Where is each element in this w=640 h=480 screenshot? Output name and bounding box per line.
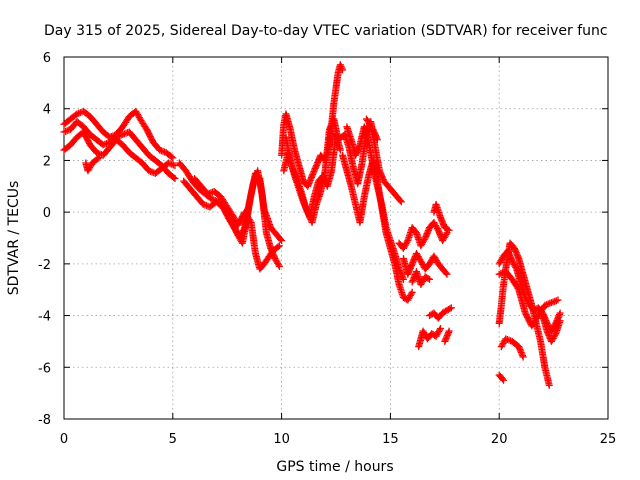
data-point-0-1801 [498,375,506,383]
data-point-0-1427 [407,290,415,298]
data-point-0-1797 [445,327,453,335]
data-point-0-598 [275,262,283,270]
data-point-0-1252 [397,198,405,206]
x-tick-label-0: 0 [60,432,68,447]
data-point-0-442 [278,237,286,245]
data-series-sdtvar [60,61,564,389]
y-axis-title: SDTVAR / TECUs [6,181,22,296]
data-point-0-1631 [442,269,450,277]
data-point-0-1771 [436,325,444,332]
data-point-0-1941 [545,381,553,389]
data-point-0-94 [169,154,177,162]
data-point-0-1632 [443,270,451,278]
data-point-0-441 [277,235,285,243]
data-point-0-93 [167,153,175,161]
data-point-0-290 [94,155,102,163]
data-point-0-1641 [403,238,411,246]
data-point-0-654 [246,217,254,225]
x-tick-label-25: 25 [600,432,617,447]
y-tick-label--2: -2 [38,258,51,273]
x-tick-label-5: 5 [169,432,177,447]
data-point-0-2085 [554,296,562,304]
x-tick-label-20: 20 [491,432,508,447]
y-tick-label-6: 6 [43,51,51,66]
data-point-0-1666 [420,236,428,244]
data-point-0-1770 [436,326,444,334]
data-point-0-1251 [396,197,404,205]
y-tick-label--6: -6 [38,361,51,376]
data-point-0-1742 [444,225,452,233]
data-point-0-1802 [500,376,508,384]
y-tick-label-4: 4 [43,103,51,118]
data-point-0-182 [171,175,179,183]
data-point-0-2038 [514,284,522,292]
data-point-0-597 [275,261,283,269]
data-point-0-1719 [426,275,434,283]
data-point-0-181 [170,173,178,181]
data-point-0-291 [95,154,103,162]
data-point-0-1560 [399,275,407,283]
data-point-0-2129 [551,331,559,339]
data-point-0-1743 [445,226,453,234]
data-point-0-2107 [519,353,527,361]
data-point-0-862 [339,66,347,74]
data-point-0-275 [171,162,179,170]
data-point-0-2021 [556,309,564,317]
axes-frame [63,56,609,420]
data-point-0-2138 [556,317,564,325]
data-point-0-1682 [433,225,441,233]
x-tick-label-10: 10 [273,432,290,447]
data-point-0-1962 [512,263,520,271]
y-tick-label--8: -8 [38,413,51,428]
x-tick-label-15: 15 [382,432,399,447]
data-point-0-1788 [446,305,454,313]
axis-ticks: 0 5 10 15 20 25 -8 -6 -4 -2 0 2 4 6 [38,51,616,447]
y-tick-label-2: 2 [43,154,51,169]
data-point-0-1789 [447,304,455,312]
y-tick-label-0: 0 [43,206,51,221]
plot-border [63,56,609,420]
data-point-0-1575 [373,136,381,144]
data-point-0-1694 [442,230,450,238]
data-point-0-702 [275,242,283,250]
y-tick-label--4: -4 [38,310,51,325]
data-point-0-1428 [408,288,416,296]
chart-title: Day 315 of 2025, Sidereal Day-to-day VTE… [44,23,608,39]
data-point-0-1718 [424,275,432,283]
x-axis-title: GPS time / hours [276,459,393,475]
data-point-0-992 [336,146,344,154]
data-point-0-701 [274,243,282,251]
